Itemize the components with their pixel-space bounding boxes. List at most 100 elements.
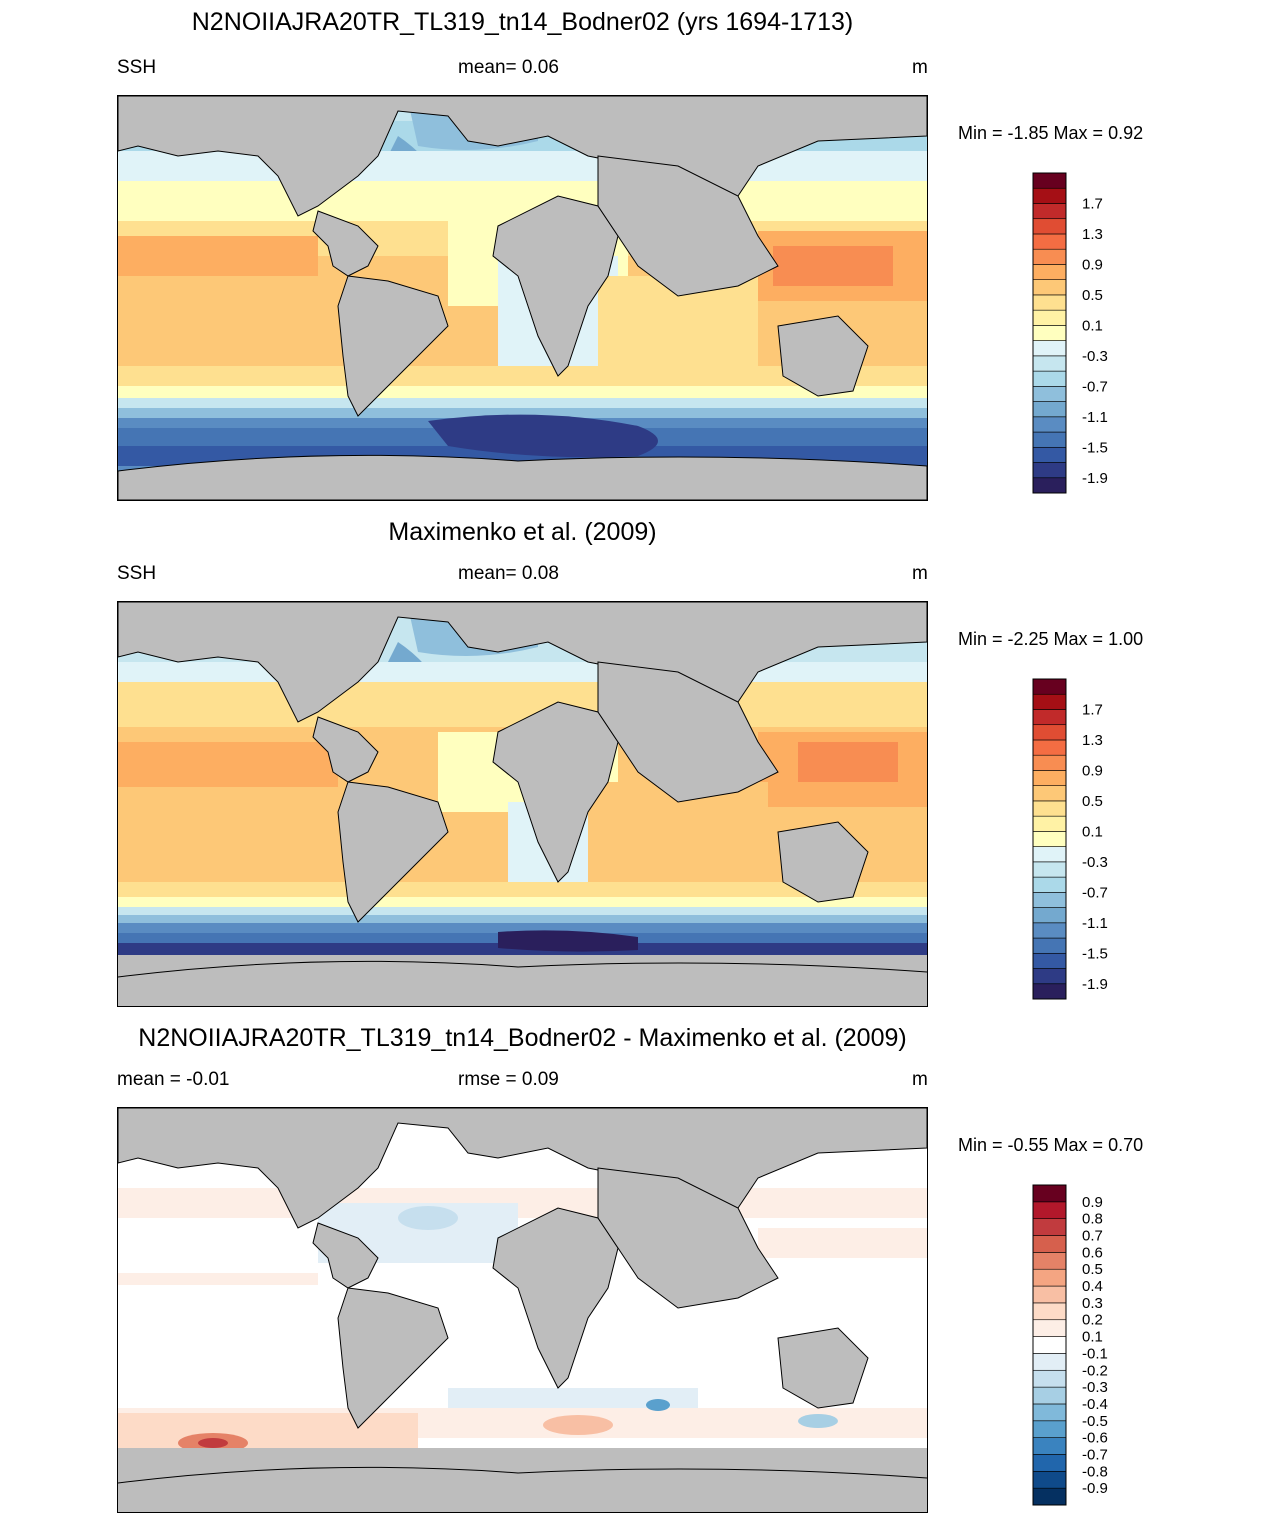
colorbar-swatch bbox=[1032, 800, 1067, 817]
variable-label: SSH bbox=[117, 563, 157, 584]
colorbar-swatch bbox=[1032, 770, 1067, 786]
rmse-label: rmse = 0.09 bbox=[458, 1069, 559, 1090]
colorbar-swatch bbox=[1032, 861, 1067, 878]
colorbar-swatch bbox=[1032, 952, 1067, 969]
colorbar-swatch bbox=[1032, 892, 1067, 908]
colorbar-swatch bbox=[1032, 1437, 1067, 1455]
colorbar-swatch bbox=[1032, 416, 1067, 433]
colorbar-outline bbox=[1032, 1184, 1067, 1506]
colorbar-swatch bbox=[1032, 1252, 1067, 1270]
colorbar-tick-label: 1.3 bbox=[1082, 732, 1103, 749]
colorbar-swatch bbox=[1032, 693, 1067, 710]
colorbar-swatch bbox=[1032, 340, 1067, 357]
colorbar-swatch bbox=[1032, 1353, 1067, 1371]
panel-model: N2NOIIAJRA20TR_TL319_tn14_Bodner02 (yrs … bbox=[0, 0, 1285, 505]
colorbar-tick-label: -0.3 bbox=[1082, 348, 1108, 365]
colorbar-tick-label: -1.5 bbox=[1082, 945, 1108, 962]
colorbar-tick-label: 0.1 bbox=[1082, 317, 1103, 334]
colorbar-swatch bbox=[1032, 1268, 1067, 1287]
colorbar-swatch bbox=[1032, 401, 1067, 418]
colorbar-swatch bbox=[1032, 1420, 1067, 1438]
colorbar-swatch bbox=[1032, 264, 1067, 280]
colorbar-tick-label: -0.7 bbox=[1082, 884, 1108, 901]
colorbar-swatch bbox=[1032, 218, 1067, 235]
min-max-label: Min = -2.25 Max = 1.00 bbox=[958, 629, 1144, 649]
colorbar-tick-label: -1.9 bbox=[1082, 976, 1108, 993]
min-max-label: Min = -0.55 Max = 0.70 bbox=[958, 1135, 1144, 1155]
colorbar-tick-label: -0.7 bbox=[1082, 378, 1108, 395]
colorbar-tick-label: -1.5 bbox=[1082, 439, 1108, 456]
units-label: m bbox=[912, 563, 928, 584]
colorbar-tick-label: 0.9 bbox=[1082, 1194, 1103, 1211]
mean-label: mean = -0.01 bbox=[117, 1069, 230, 1090]
colorbar-swatch bbox=[1032, 1184, 1067, 1203]
colorbar-swatch bbox=[1032, 1454, 1067, 1472]
colorbar-swatch bbox=[1032, 678, 1067, 695]
colorbar-swatch bbox=[1032, 846, 1067, 863]
colorbar-outline bbox=[1032, 678, 1067, 1000]
colorbar-swatch bbox=[1032, 1201, 1067, 1219]
colorbar-tick-label: 0.2 bbox=[1082, 1312, 1103, 1329]
colorbar-swatch bbox=[1032, 876, 1067, 893]
colorbar-tick-label: 1.3 bbox=[1082, 226, 1103, 243]
colorbar-tick-label: 0.9 bbox=[1082, 256, 1103, 273]
colorbar-swatch bbox=[1032, 709, 1067, 726]
ssh-map bbox=[117, 601, 928, 1007]
colorbar-swatch bbox=[1032, 325, 1067, 341]
colorbar-swatch bbox=[1032, 309, 1067, 326]
colorbar-tick-label: -1.1 bbox=[1082, 409, 1108, 426]
colorbar-swatch bbox=[1032, 815, 1067, 832]
colorbar-tick-label: -1.1 bbox=[1082, 915, 1108, 932]
variable-label: SSH bbox=[117, 57, 157, 78]
colorbar-swatch bbox=[1032, 386, 1067, 402]
colorbar-swatch bbox=[1032, 983, 1067, 1000]
colorbar-swatch bbox=[1032, 785, 1067, 802]
colorbar-tick-label: -0.9 bbox=[1082, 1480, 1108, 1497]
colorbar-swatch bbox=[1032, 937, 1067, 954]
colorbar-swatch bbox=[1032, 446, 1067, 463]
colorbar-swatch bbox=[1032, 1302, 1067, 1321]
ssh-difference-map bbox=[117, 1107, 928, 1513]
colorbar-tick-label: 0.1 bbox=[1082, 823, 1103, 840]
colorbar-swatch bbox=[1032, 1487, 1067, 1506]
colorbar-swatch bbox=[1032, 355, 1067, 372]
colorbar-swatch bbox=[1032, 907, 1067, 924]
colorbar-tick-label: 0.5 bbox=[1082, 287, 1103, 304]
colorbar-tick-label: 1.7 bbox=[1082, 701, 1103, 718]
panel-title: N2NOIIAJRA20TR_TL319_tn14_Bodner02 (yrs … bbox=[191, 8, 854, 36]
colorbar-tick-label: 0.8 bbox=[1082, 1211, 1103, 1228]
colorbar-swatch bbox=[1032, 1218, 1067, 1236]
colorbar-swatch bbox=[1032, 754, 1067, 771]
colorbar-tick-label: 0.5 bbox=[1082, 793, 1103, 810]
colorbar-tick-label: -0.3 bbox=[1082, 1379, 1108, 1396]
mean-label: mean= 0.08 bbox=[458, 563, 559, 584]
colorbar-swatch bbox=[1032, 1235, 1067, 1253]
panel-difference: N2NOIIAJRA20TR_TL319_tn14_Bodner02 - Max… bbox=[0, 1012, 1285, 1519]
colorbar-swatch bbox=[1032, 1336, 1067, 1354]
colorbar-tick-label: 0.7 bbox=[1082, 1228, 1103, 1245]
colorbar-outline bbox=[1032, 172, 1067, 494]
colorbar-swatch bbox=[1032, 1403, 1067, 1422]
colorbar-swatch bbox=[1032, 172, 1067, 189]
colorbar-tick-label: 0.6 bbox=[1082, 1244, 1103, 1261]
panel-title: N2NOIIAJRA20TR_TL319_tn14_Bodner02 - Max… bbox=[138, 1024, 907, 1052]
colorbar-swatch bbox=[1032, 1319, 1067, 1337]
units-label: m bbox=[912, 1069, 928, 1090]
colorbar-swatch bbox=[1032, 279, 1067, 296]
colorbar-swatch bbox=[1032, 233, 1067, 250]
mean-label: mean= 0.06 bbox=[458, 57, 559, 78]
colorbar-swatch bbox=[1032, 294, 1067, 311]
colorbar-swatch bbox=[1032, 1369, 1067, 1388]
ssh-map bbox=[117, 95, 928, 501]
colorbar-tick-label: -0.8 bbox=[1082, 1463, 1108, 1480]
colorbar-swatch bbox=[1032, 1471, 1067, 1489]
panel-observed: Maximenko et al. (2009) SSH mean= 0.08 m bbox=[0, 506, 1285, 1011]
units-label: m bbox=[912, 57, 928, 78]
colorbar-tick-label: 0.5 bbox=[1082, 1261, 1103, 1278]
colorbar-swatch bbox=[1032, 370, 1067, 387]
colorbar-swatch bbox=[1032, 187, 1067, 204]
panel-title: Maximenko et al. (2009) bbox=[388, 518, 657, 546]
colorbar-tick-label: 0.9 bbox=[1082, 762, 1103, 779]
colorbar-swatch bbox=[1032, 462, 1067, 479]
colorbar: -0.9 -0.8 -0.7 -0.6 -0.5 -0.4 -0.3 -0.2 -0.1 0.1 0… bbox=[1032, 1184, 1132, 1510]
